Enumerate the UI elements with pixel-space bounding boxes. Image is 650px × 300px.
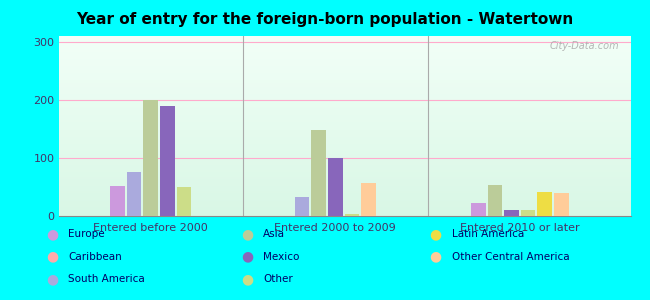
Bar [294, 197, 309, 216]
Bar [488, 185, 502, 216]
Bar [504, 210, 519, 216]
Bar [177, 187, 191, 216]
Text: ●: ● [241, 227, 253, 241]
Text: Latin America: Latin America [452, 229, 524, 239]
Text: ●: ● [46, 250, 58, 263]
Bar [538, 192, 552, 216]
Text: Other: Other [263, 274, 293, 284]
Text: Caribbean: Caribbean [68, 251, 122, 262]
Bar [328, 158, 343, 216]
Text: Year of entry for the foreign-born population - Watertown: Year of entry for the foreign-born popul… [77, 12, 573, 27]
Bar [160, 106, 175, 216]
Bar [127, 172, 142, 216]
Text: Asia: Asia [263, 229, 285, 239]
Bar [521, 210, 536, 216]
Text: ●: ● [46, 272, 58, 286]
Bar [554, 193, 569, 216]
Bar [111, 186, 125, 216]
Text: ●: ● [241, 250, 253, 263]
Bar [344, 214, 359, 216]
Text: ●: ● [430, 250, 441, 263]
Text: Mexico: Mexico [263, 251, 300, 262]
Bar [471, 203, 486, 216]
Text: ●: ● [430, 227, 441, 241]
Text: ●: ● [46, 227, 58, 241]
Text: Other Central America: Other Central America [452, 251, 569, 262]
Bar [361, 183, 376, 216]
Text: South America: South America [68, 274, 145, 284]
Text: City-Data.com: City-Data.com [549, 41, 619, 51]
Bar [311, 130, 326, 216]
Bar [144, 100, 158, 216]
Text: ●: ● [241, 272, 253, 286]
Text: Europe: Europe [68, 229, 105, 239]
